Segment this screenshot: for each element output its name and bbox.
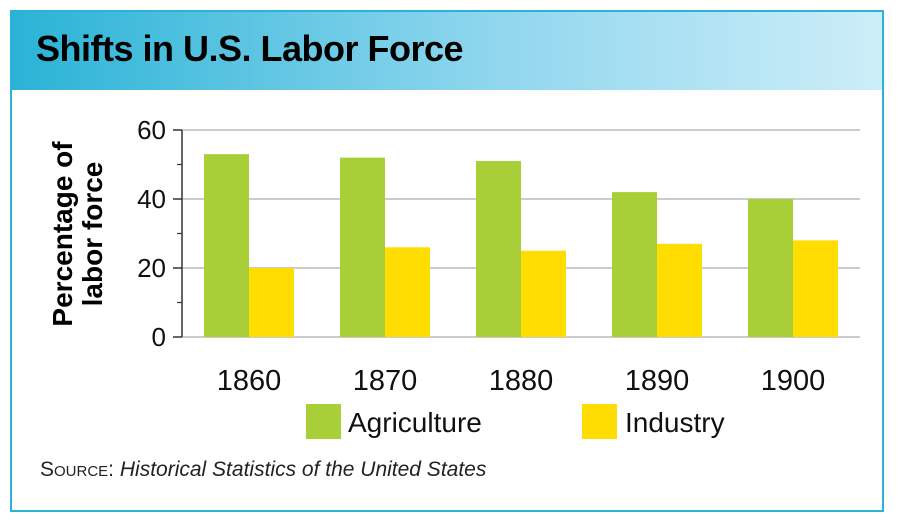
bar-agriculture [748, 199, 793, 337]
legend-label-agriculture: Agriculture [348, 407, 482, 438]
y-tick-label: 0 [152, 322, 166, 352]
legend-swatch-industry [582, 404, 617, 439]
legend-label-industry: Industry [625, 407, 725, 438]
bar-industry [657, 243, 702, 337]
x-tick-label: 1890 [625, 365, 690, 397]
title-bar: Shifts in U.S. Labor Force [12, 12, 882, 90]
bar-chart: 0 20 40 60 Percentage oflabor force 1860 1870 1… [47, 115, 860, 439]
bar-agriculture [476, 161, 521, 337]
source-note: Source: Historical Statistics of the Uni… [40, 458, 486, 482]
chart-frame: Shifts in U.S. Labor Force 0 20 40 60 Percen… [10, 10, 884, 512]
x-tick-label: 1900 [761, 365, 826, 397]
bar-industry [793, 240, 838, 337]
chart-title: Shifts in U.S. Labor Force [36, 28, 464, 69]
x-tick-label: 1880 [489, 365, 554, 397]
x-tick-label: 1870 [353, 365, 418, 397]
source-text: Historical Statistics of the United Stat… [119, 458, 487, 481]
bar-agriculture [204, 154, 249, 337]
bar-industry [249, 268, 294, 337]
y-tick-label: 40 [137, 184, 166, 214]
legend-swatch-agriculture [306, 404, 341, 439]
bar-industry [521, 250, 566, 337]
bar-industry [385, 247, 430, 337]
bar-agriculture [340, 157, 385, 337]
x-tick-label: 1860 [217, 365, 282, 397]
bar-agriculture [612, 192, 657, 337]
y-tick-label: 60 [137, 115, 166, 145]
y-axis-label: Percentage oflabor force [47, 141, 108, 327]
source-label: Source: [40, 458, 115, 481]
y-tick-label: 20 [137, 253, 166, 283]
